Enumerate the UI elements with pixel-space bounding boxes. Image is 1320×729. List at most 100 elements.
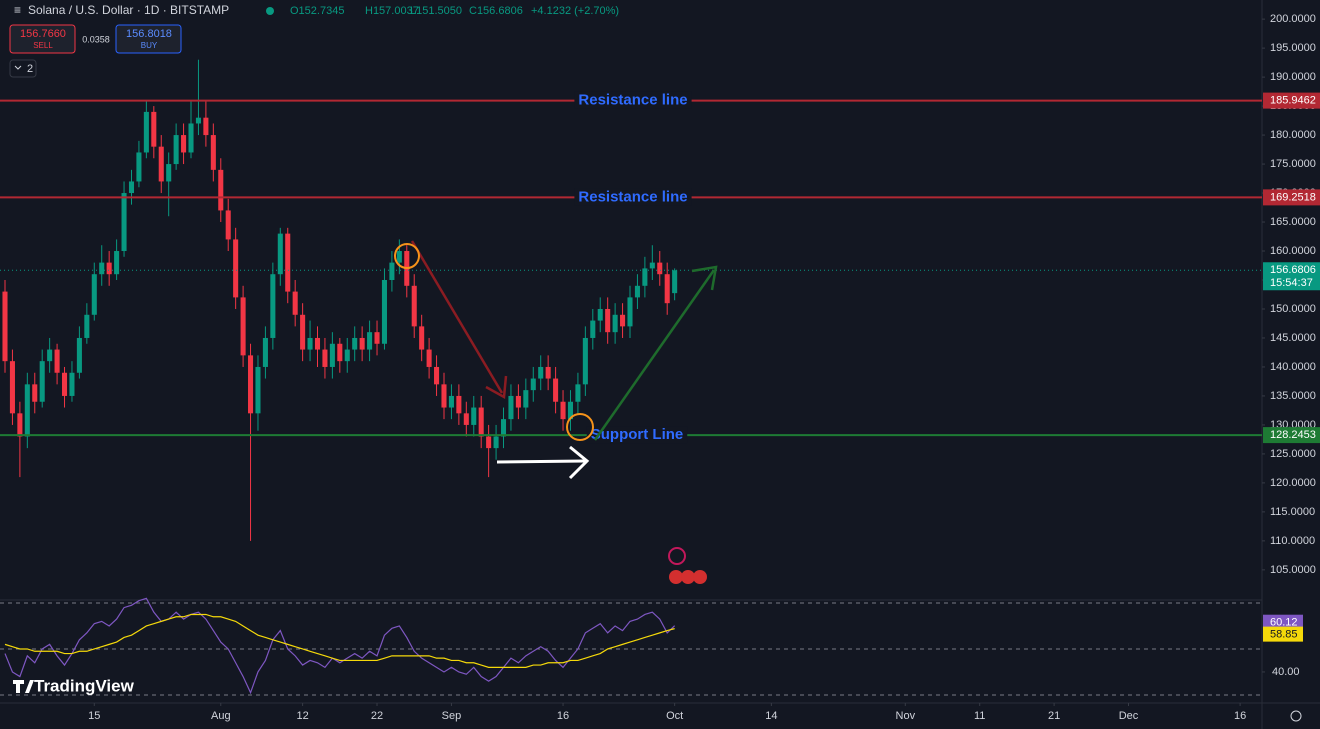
- candle-body: [672, 270, 678, 294]
- down-arrow[interactable]: [410, 240, 504, 394]
- candle-body: [411, 285, 417, 327]
- candle-body: [434, 366, 440, 385]
- right-arrow[interactable]: [496, 459, 586, 464]
- candle-body: [381, 280, 387, 344]
- symbol[interactable]: Solana / U.S. Dollar · 1D · BITSTAMP: [28, 3, 229, 17]
- candle-body: [136, 152, 142, 182]
- candle-body: [24, 384, 30, 437]
- y-tick-label: 180.0000: [1270, 129, 1316, 141]
- x-tick-label: Nov: [896, 710, 916, 722]
- y-tick-label: 110.0000: [1270, 535, 1315, 547]
- indicator-value-bg: [1263, 614, 1303, 630]
- candle-body: [441, 384, 447, 408]
- y-tick-label: 115.0000: [1270, 506, 1315, 518]
- x-tick-label: 21: [1048, 710, 1060, 722]
- y-tick-label: 105.0000: [1270, 564, 1316, 576]
- candle-body: [605, 308, 611, 333]
- annotation: Resistance line: [578, 92, 687, 109]
- y-tick-label: 135.0000: [1270, 390, 1316, 402]
- annotation: Resistance line: [578, 188, 687, 205]
- event-icon[interactable]: [668, 547, 686, 565]
- price-label: 169.2518: [1270, 191, 1316, 203]
- candle-body: [255, 366, 261, 414]
- candle-body: [9, 361, 15, 414]
- candle-body: [590, 320, 596, 338]
- candle-body: [128, 181, 135, 194]
- tradingview-logo: TradingView: [13, 676, 135, 695]
- candle-body: [218, 169, 224, 211]
- price-label: 185.9462: [1270, 95, 1316, 107]
- candle-body: [642, 268, 648, 286]
- candle-body: [657, 262, 663, 275]
- candle-body: [612, 314, 618, 333]
- indicators-count: 2: [27, 63, 33, 75]
- candle-body: [17, 413, 23, 437]
- price-label-bg: [1263, 189, 1320, 206]
- x-tick-label: 14: [765, 710, 777, 722]
- market-status: [266, 7, 274, 15]
- candle-body: [620, 314, 626, 327]
- candle-body: [575, 384, 581, 402]
- candle-body: [307, 337, 313, 350]
- candle-body: [248, 355, 254, 414]
- candle-body: [419, 326, 425, 350]
- up-arrow[interactable]: [593, 269, 716, 441]
- candle-body: [314, 337, 321, 350]
- candle-body: [188, 123, 194, 153]
- y-tick-label: 145.0000: [1270, 332, 1316, 344]
- y-tick-label: 120.0000: [1270, 477, 1316, 489]
- ohlc-close: C156.6806: [469, 5, 523, 17]
- settings-icon[interactable]: [1290, 710, 1302, 722]
- down-arrow-head: [485, 375, 508, 400]
- candle-body: [225, 210, 231, 240]
- y-tick-label: 140.0000: [1270, 361, 1316, 373]
- candle-body: [486, 436, 492, 449]
- candle-body: [151, 111, 157, 147]
- x-tick-label: 16: [557, 710, 569, 722]
- candle-body: [181, 135, 187, 153]
- buy-label: BUY: [141, 41, 158, 50]
- candle-body: [352, 337, 358, 350]
- candle-body: [106, 262, 112, 275]
- candle-body: [627, 297, 633, 327]
- ohlc-change: +4.1232 (+2.70%): [531, 5, 619, 17]
- event-flag[interactable]: [681, 570, 695, 584]
- candle-body: [158, 146, 164, 182]
- candle-body: [322, 349, 328, 367]
- candle-body: [233, 239, 239, 298]
- menu-icon[interactable]: ≡: [14, 3, 21, 17]
- last-price-bg: [1263, 262, 1320, 291]
- candle-body: [337, 343, 343, 362]
- candle-body: [471, 407, 477, 425]
- indicators-toggle[interactable]: [9, 59, 37, 78]
- y-tick-label: 150.0000: [1270, 303, 1316, 315]
- candle-body: [597, 308, 603, 321]
- candle-body: [210, 135, 216, 170]
- candle-body: [270, 274, 276, 338]
- candle-body: [203, 117, 209, 136]
- candle-body: [530, 378, 536, 391]
- x-tick-label: 15: [88, 710, 100, 722]
- candle-body: [567, 401, 574, 420]
- candle-body: [500, 419, 507, 437]
- candle-body: [166, 164, 172, 182]
- highlight-circle[interactable]: [566, 413, 594, 441]
- highlight-circle[interactable]: [394, 243, 420, 269]
- right-arrow-head: [568, 445, 590, 480]
- candle-body: [173, 135, 179, 165]
- candle-body: [649, 262, 655, 269]
- event-flag[interactable]: [693, 570, 707, 584]
- ohlc-open: O152.7345: [290, 5, 344, 17]
- indicator-value-bg: [1263, 626, 1303, 642]
- sell-button[interactable]: [9, 24, 76, 54]
- candle-body: [69, 372, 75, 396]
- x-tick-label: Oct: [666, 710, 683, 722]
- x-tick-label: 12: [296, 710, 308, 722]
- annotation-background: [574, 91, 692, 109]
- y-tick-label: 200.0000: [1270, 13, 1316, 25]
- buy-button[interactable]: [115, 24, 182, 54]
- candle-body: [47, 349, 53, 362]
- candle-body: [84, 314, 90, 338]
- event-flag[interactable]: [669, 570, 683, 584]
